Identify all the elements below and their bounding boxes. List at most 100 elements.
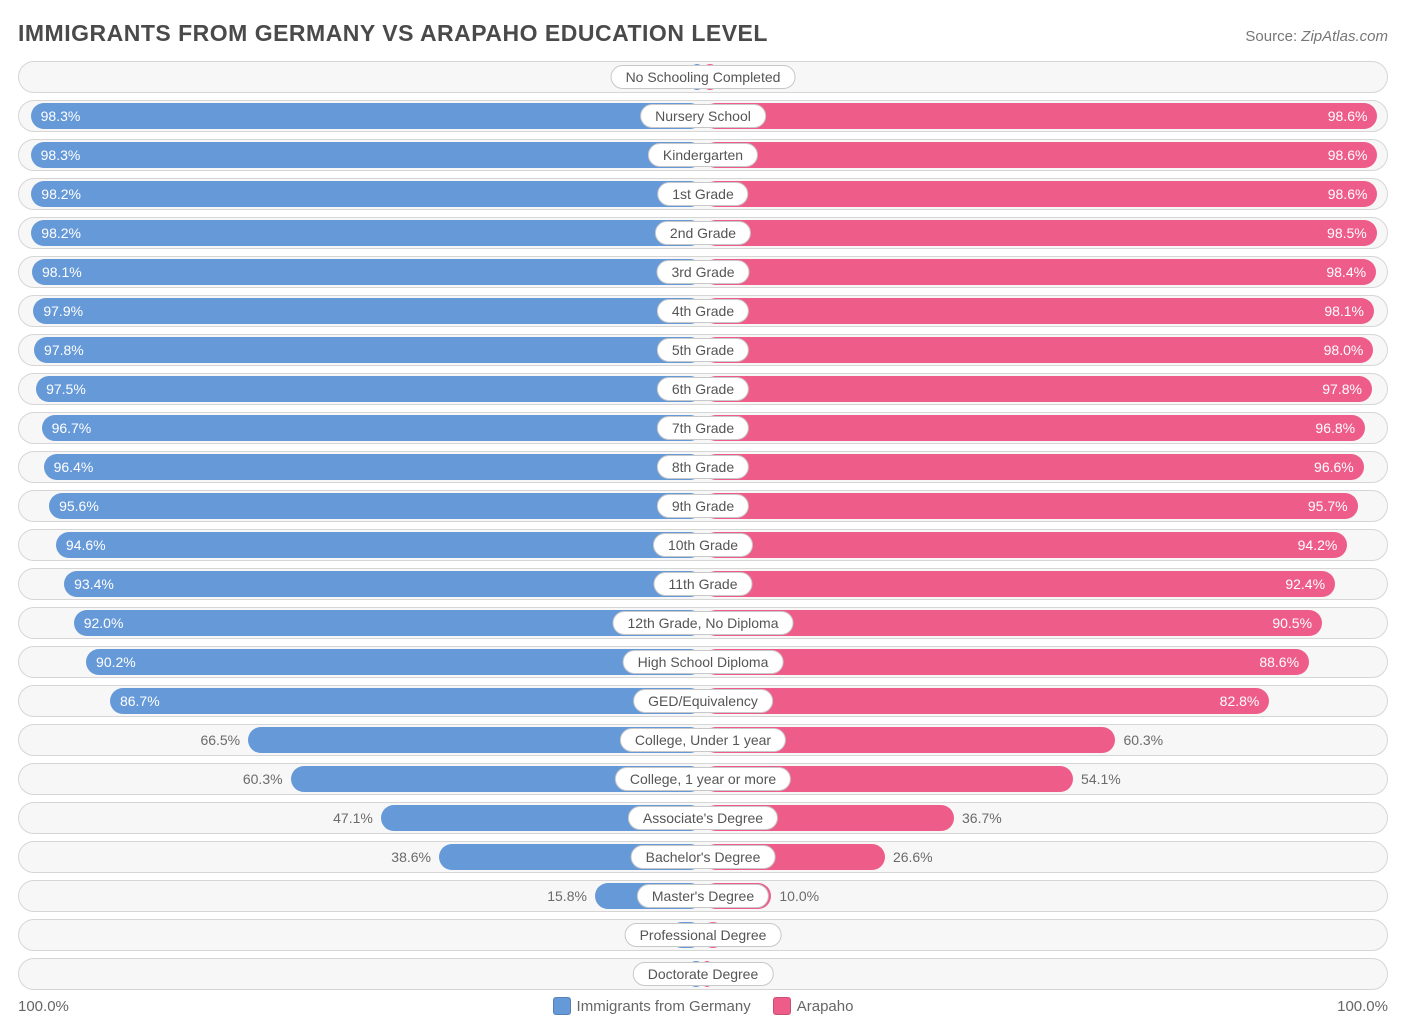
chart-row: 90.2%88.6%High School Diploma xyxy=(18,646,1388,678)
bar-left xyxy=(49,493,703,519)
category-label: 2nd Grade xyxy=(655,221,751,245)
chart-row: 98.1% 98.4% 3rd Grade xyxy=(18,256,1388,288)
value-right: 98.0% xyxy=(1324,342,1364,358)
bar-right xyxy=(703,103,1377,129)
source-name: ZipAtlas.com xyxy=(1301,28,1388,45)
value-right: 98.6% xyxy=(1328,147,1368,163)
value-left: 66.5% xyxy=(200,732,240,748)
category-label: College, 1 year or more xyxy=(615,767,791,791)
chart-row: 97.9% 98.1% 4th Grade xyxy=(18,295,1388,327)
value-left: 98.3% xyxy=(41,108,81,124)
value-left: 98.2% xyxy=(41,186,81,202)
value-right: 98.6% xyxy=(1328,186,1368,202)
axis-right-max: 100.0% xyxy=(1337,998,1388,1015)
value-left: 94.6% xyxy=(66,537,106,553)
bar-left xyxy=(34,337,703,363)
bar-right xyxy=(703,688,1269,714)
chart-row: 4.9%2.9%Professional Degree xyxy=(18,919,1388,951)
category-label: 3rd Grade xyxy=(656,260,749,284)
bar-right xyxy=(703,649,1309,675)
category-label: 8th Grade xyxy=(657,455,749,479)
category-label: 10th Grade xyxy=(653,533,753,557)
bar-left xyxy=(74,610,703,636)
category-label: Associate's Degree xyxy=(628,806,778,830)
category-label: 6th Grade xyxy=(657,377,749,401)
chart-row: 96.4%96.6%8th Grade xyxy=(18,451,1388,483)
category-label: Bachelor's Degree xyxy=(631,845,776,869)
value-right: 54.1% xyxy=(1081,771,1121,787)
category-label: Professional Degree xyxy=(625,923,782,947)
category-label: 12th Grade, No Diploma xyxy=(613,611,794,635)
category-label: Kindergarten xyxy=(648,143,758,167)
source-label: Source: xyxy=(1245,28,1297,45)
value-left: 15.8% xyxy=(547,888,587,904)
category-label: No Schooling Completed xyxy=(611,65,796,89)
bar-left xyxy=(110,688,703,714)
bar-right xyxy=(703,142,1377,168)
value-right: 26.6% xyxy=(893,849,933,865)
bar-right xyxy=(703,571,1335,597)
value-right: 98.6% xyxy=(1328,108,1368,124)
category-label: Master's Degree xyxy=(637,884,769,908)
value-left: 98.1% xyxy=(42,264,82,280)
chart-row: 86.7%82.8%GED/Equivalency xyxy=(18,685,1388,717)
bar-left xyxy=(42,415,703,441)
bar-right xyxy=(703,454,1364,480)
value-right: 98.4% xyxy=(1326,264,1366,280)
value-right: 82.8% xyxy=(1220,693,1260,709)
chart-row: 92.0% 90.5% 12th Grade, No Diploma xyxy=(18,607,1388,639)
category-label: Nursery School xyxy=(640,104,766,128)
value-left: 97.9% xyxy=(43,303,83,319)
chart-row: 97.5%97.8%6th Grade xyxy=(18,373,1388,405)
chart-row: 1.8%2.1%No Schooling Completed xyxy=(18,61,1388,93)
chart-row: 60.3%54.1%College, 1 year or more xyxy=(18,763,1388,795)
chart-row: 98.3% 98.6% Nursery School xyxy=(18,100,1388,132)
value-left: 98.2% xyxy=(41,225,81,241)
source-credit: Source: ZipAtlas.com xyxy=(1245,28,1388,45)
bar-right xyxy=(703,337,1373,363)
bar-left xyxy=(31,181,703,207)
bar-left xyxy=(64,571,703,597)
chart-row: 98.3% 98.6% Kindergarten xyxy=(18,139,1388,171)
value-right: 96.8% xyxy=(1315,420,1355,436)
diverging-bar-chart: 1.8%2.1%No Schooling Completed 98.3% 98.6%… xyxy=(18,61,1388,990)
value-right: 88.6% xyxy=(1259,654,1299,670)
bar-right xyxy=(703,181,1377,207)
value-right: 98.1% xyxy=(1324,303,1364,319)
value-right: 36.7% xyxy=(962,810,1002,826)
bar-right xyxy=(703,220,1377,246)
category-label: 11th Grade xyxy=(653,572,752,596)
value-right: 94.2% xyxy=(1298,537,1338,553)
legend-label-right: Arapaho xyxy=(797,998,854,1015)
bar-right xyxy=(703,532,1347,558)
bar-right xyxy=(703,259,1376,285)
value-left: 98.3% xyxy=(41,147,81,163)
value-left: 86.7% xyxy=(120,693,160,709)
bar-left xyxy=(86,649,703,675)
bar-left xyxy=(31,220,703,246)
header: IMMIGRANTS FROM GERMANY VS ARAPAHO EDUCA… xyxy=(18,20,1388,47)
value-left: 97.5% xyxy=(46,381,86,397)
chart-row: 98.2% 98.5% 2nd Grade xyxy=(18,217,1388,249)
chart-row: 95.6%95.7%9th Grade xyxy=(18,490,1388,522)
value-left: 38.6% xyxy=(391,849,431,865)
category-label: 4th Grade xyxy=(657,299,749,323)
chart-row: 97.8%98.0%5th Grade xyxy=(18,334,1388,366)
category-label: 7th Grade xyxy=(657,416,749,440)
bar-left xyxy=(31,142,703,168)
value-left: 92.0% xyxy=(84,615,124,631)
chart-row: 96.7%96.8%7th Grade xyxy=(18,412,1388,444)
bar-left xyxy=(32,259,703,285)
bar-left xyxy=(36,376,703,402)
legend-label-left: Immigrants from Germany xyxy=(577,998,751,1015)
bar-right xyxy=(703,493,1358,519)
bar-right xyxy=(703,610,1322,636)
value-right: 98.5% xyxy=(1327,225,1367,241)
category-label: 5th Grade xyxy=(657,338,749,362)
category-label: College, Under 1 year xyxy=(620,728,786,752)
category-label: 1st Grade xyxy=(657,182,748,206)
value-right: 90.5% xyxy=(1272,615,1312,631)
value-right: 60.3% xyxy=(1123,732,1163,748)
bar-right xyxy=(703,376,1372,402)
legend-swatch-right xyxy=(773,997,791,1015)
